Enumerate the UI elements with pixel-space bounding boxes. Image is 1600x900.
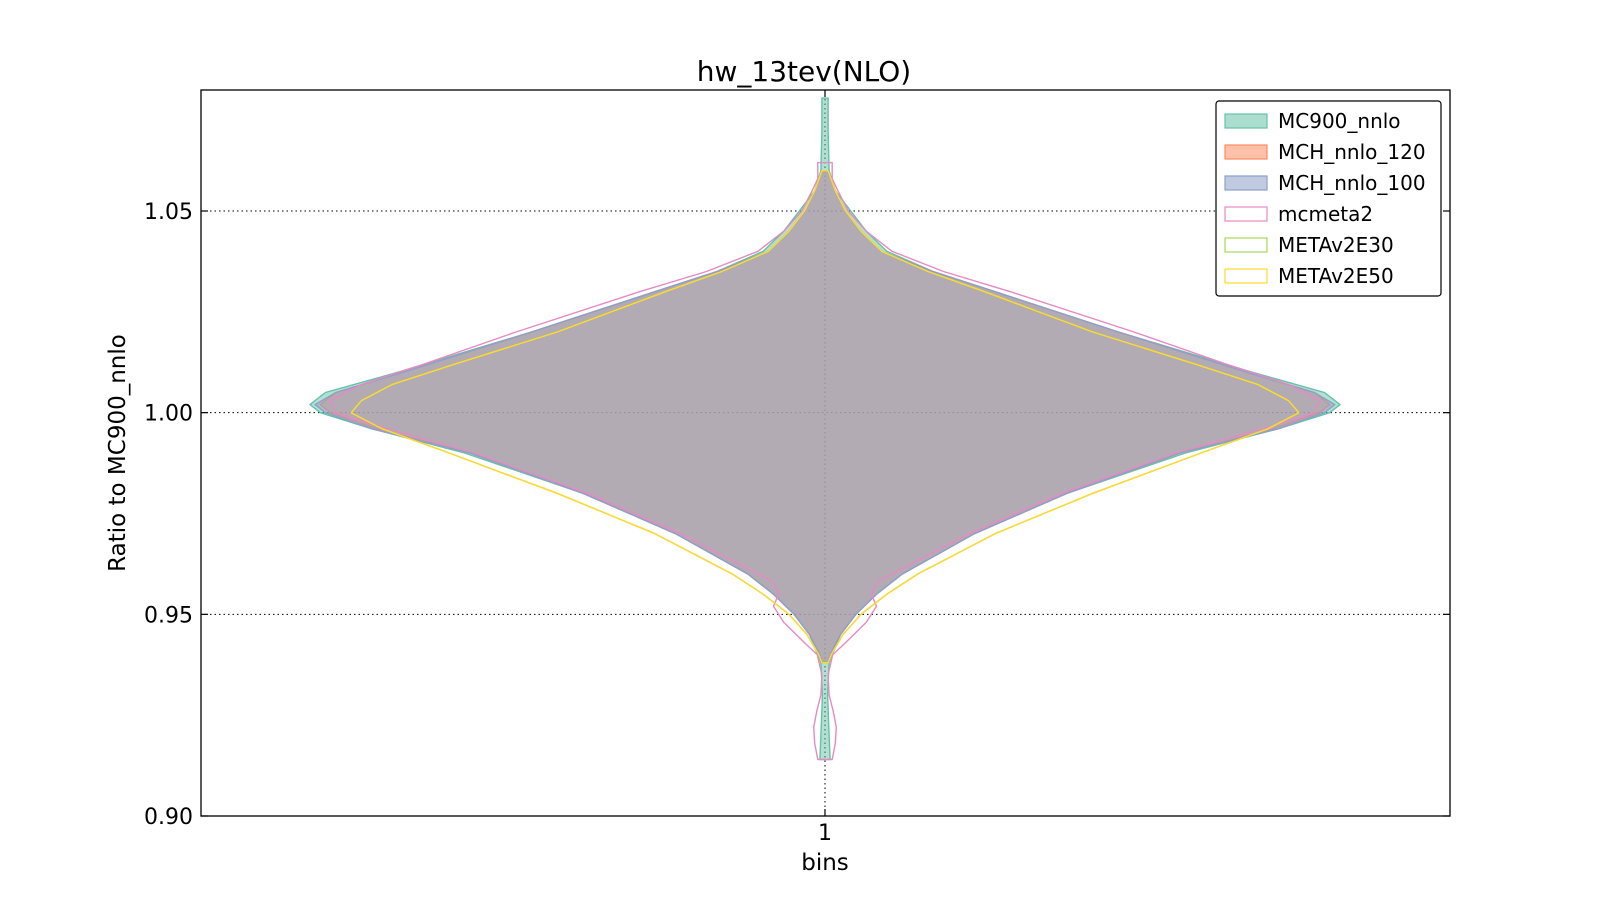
legend-label: METAv2E50	[1278, 264, 1394, 288]
legend-swatch	[1224, 206, 1268, 222]
violins	[309, 97, 1341, 761]
legend-swatch	[1224, 175, 1268, 191]
x-tick-label: 1	[818, 821, 832, 846]
legend-box	[1215, 100, 1442, 297]
x-axis-label: bins	[801, 850, 849, 876]
legend-label: MCH_nnlo_120	[1278, 140, 1426, 164]
violin-mcmeta2	[329, 161, 1321, 761]
y-tick-label: 1.05	[144, 200, 193, 225]
y-tick-label: 0.90	[144, 805, 193, 830]
legend-swatch	[1224, 237, 1268, 253]
chart-title: hw_13tev(NLO)	[697, 55, 911, 88]
legend-swatch	[1224, 268, 1268, 284]
legend: MC900_nnlo MCH_nnlo_120 MCH_nnlo_100mcmeta…	[1215, 100, 1442, 297]
y-axis-label: Ratio to MC900_nnlo	[105, 334, 131, 572]
axis-ticks: 0.90 0.95 1.00 1.05 1	[144, 90, 1450, 846]
violin-metav2e50	[350, 170, 1300, 664]
legend-swatch	[1224, 144, 1268, 160]
y-tick-label: 0.95	[144, 603, 193, 628]
y-tick-label: 1.00	[144, 402, 193, 427]
legend-label: METAv2E30	[1278, 233, 1394, 257]
legend-label: mcmeta2	[1278, 202, 1373, 226]
legend-label: MC900_nnlo	[1278, 109, 1401, 133]
legend-swatch	[1224, 113, 1268, 129]
legend-label: MCH_nnlo_100	[1278, 171, 1426, 195]
